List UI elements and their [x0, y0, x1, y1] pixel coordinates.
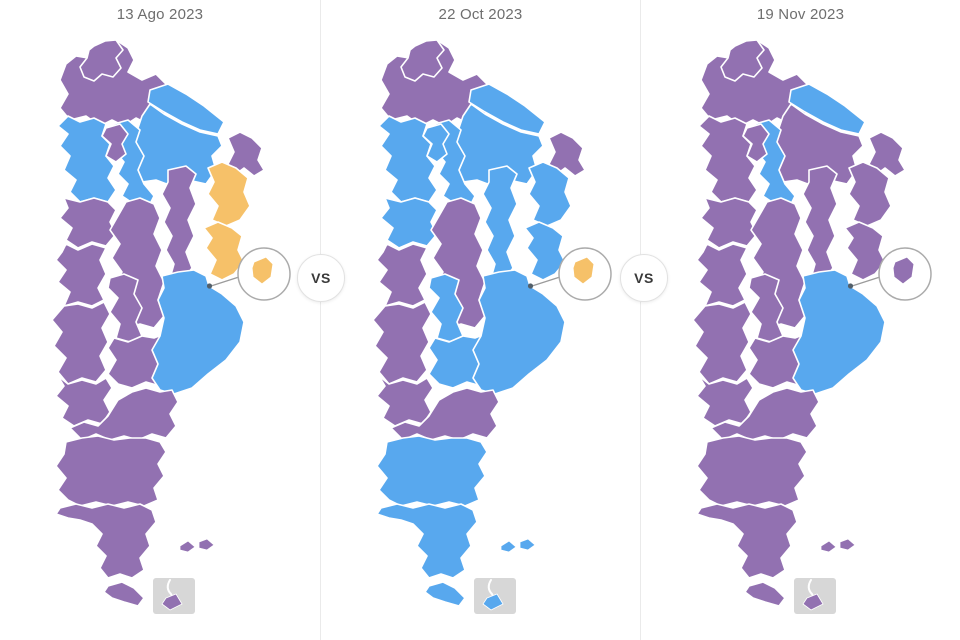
province-entre_rios	[523, 221, 566, 281]
panel-title-paso: 13 Ago 2023	[116, 6, 204, 23]
province-tucuman	[741, 123, 770, 163]
province-santa_cruz	[695, 503, 798, 579]
argentina-map-paso	[10, 36, 310, 626]
callout-connector-line	[210, 276, 240, 287]
malvinas-islands-east	[198, 538, 215, 551]
province-la_rioja	[699, 197, 758, 249]
province-santa_cruz	[375, 503, 478, 579]
province-caba	[891, 256, 915, 285]
province-san_juan	[55, 243, 107, 307]
province-mendoza	[691, 301, 752, 385]
caba-location-dot	[206, 283, 213, 289]
province-san_juan	[695, 243, 748, 307]
argentina-choropleth	[51, 39, 291, 614]
province-tierra_del_fuego	[423, 581, 466, 607]
province-formosa	[467, 83, 546, 135]
panel-title-runoff: 19 Nov 2023	[756, 6, 845, 23]
province-san_juan	[375, 243, 428, 307]
province-santa_fe	[161, 165, 197, 283]
province-chubut	[375, 435, 488, 507]
province-san_luis	[107, 273, 143, 343]
malvinas-islands-east	[519, 538, 536, 551]
province-formosa	[147, 83, 225, 135]
province-corrientes	[527, 161, 572, 227]
province-jujuy	[399, 39, 445, 82]
province-san_luis	[427, 273, 464, 343]
province-corrientes	[847, 161, 892, 227]
malvinas-islands-west	[500, 540, 517, 553]
province-mendoza	[371, 301, 432, 385]
province-neuquen	[375, 375, 434, 427]
panel-paso: 13 Ago 2023	[0, 0, 320, 640]
province-buenos_aires	[151, 269, 245, 395]
malvinas-islands-east	[839, 538, 856, 551]
argentina-map-runoff	[651, 36, 951, 626]
province-mendoza	[51, 301, 111, 385]
province-la_rioja	[59, 197, 117, 249]
province-neuquen	[55, 375, 113, 427]
province-buenos_aires	[791, 269, 886, 395]
province-misiones	[547, 131, 586, 177]
province-la_rioja	[379, 197, 438, 249]
province-santa_fe	[801, 165, 838, 283]
antarctica-claim-shape	[801, 593, 824, 611]
province-san_luis	[747, 273, 784, 343]
caba-callout	[206, 247, 291, 301]
province-santa_fe	[481, 165, 518, 283]
panel-runoff: 19 Nov 2023	[640, 0, 960, 640]
province-chubut	[55, 435, 167, 507]
province-santa_cruz	[55, 503, 157, 579]
province-caba	[251, 256, 274, 285]
callout-connector-line	[531, 276, 560, 287]
province-jujuy	[79, 39, 124, 82]
malvinas-islands-west	[820, 540, 837, 553]
province-misiones	[227, 131, 265, 177]
province-tierra_del_fuego	[743, 581, 786, 607]
vs-badge-1: VS	[297, 254, 345, 302]
antarctica-claim-shape	[161, 593, 183, 611]
argentina-choropleth	[691, 39, 932, 614]
argentina-map-general	[331, 36, 631, 626]
province-tierra_del_fuego	[103, 581, 145, 607]
panel-general: 22 Oct 2023	[320, 0, 640, 640]
province-corrientes	[207, 161, 251, 227]
province-formosa	[787, 83, 866, 135]
caba-location-dot	[847, 283, 853, 289]
panel-title-general: 22 Oct 2023	[438, 6, 523, 23]
province-tucuman	[101, 123, 129, 163]
antarctica-claim-shape	[481, 593, 504, 611]
vs-badge-2: VS	[620, 254, 668, 302]
malvinas-islands-west	[179, 540, 196, 553]
province-entre_rios	[843, 221, 886, 281]
callout-connector-line	[851, 276, 880, 287]
province-entre_rios	[203, 221, 245, 281]
caba-location-dot	[527, 283, 533, 289]
province-caba	[571, 256, 595, 285]
province-buenos_aires	[471, 269, 566, 395]
province-chubut	[695, 435, 808, 507]
province-tucuman	[421, 123, 450, 163]
province-misiones	[867, 131, 906, 177]
caba-callout	[847, 247, 932, 301]
province-jujuy	[719, 39, 765, 82]
caba-callout	[527, 247, 612, 301]
argentina-choropleth	[371, 39, 612, 614]
province-neuquen	[695, 375, 754, 427]
